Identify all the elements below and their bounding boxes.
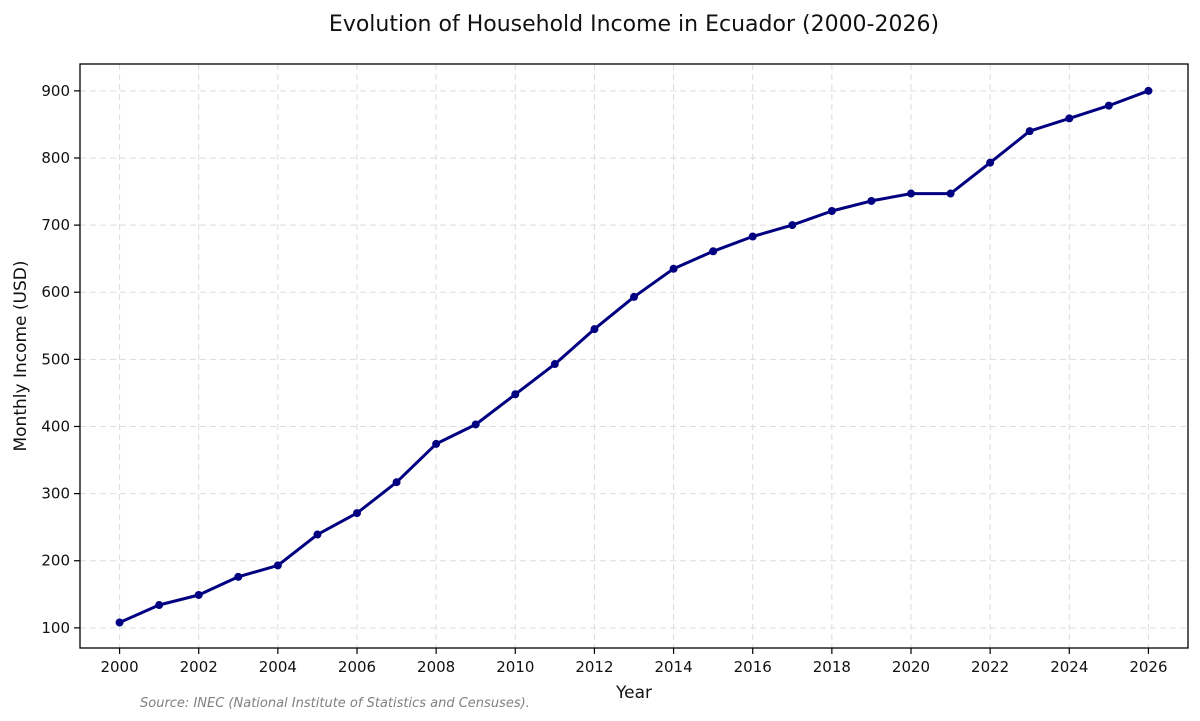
data-point-2008: [432, 439, 441, 448]
data-point-2000: [115, 618, 124, 627]
y-tick-label: 200: [41, 552, 70, 570]
data-point-2016: [748, 232, 757, 241]
data-point-2026: [1144, 86, 1153, 95]
y-tick-label: 800: [41, 149, 70, 167]
data-point-2021: [946, 189, 955, 198]
x-axis-label: Year: [615, 683, 652, 703]
data-point-2011: [550, 360, 559, 369]
chart-title: Evolution of Household Income in Ecuador…: [329, 12, 939, 37]
y-tick-label: 400: [41, 417, 70, 435]
x-tick-label: 2016: [734, 658, 772, 676]
data-point-2018: [827, 207, 836, 216]
y-tick-label: 300: [41, 485, 70, 503]
y-tick-label: 600: [41, 283, 70, 301]
y-tick-label: 700: [41, 216, 70, 234]
plot-frame: [79, 63, 1189, 649]
series-line-household-income: [118, 89, 1150, 624]
data-point-2012: [590, 325, 599, 334]
x-axis: 2000 2002 2004 2006 2008 2010 2012 2014 2016 2018…: [100, 648, 1168, 676]
data-point-2009: [471, 420, 480, 429]
data-point-2019: [867, 196, 876, 205]
data-point-2024: [1065, 114, 1074, 123]
x-tick-label: 2010: [496, 658, 534, 676]
source-note: Source: INEC (National Institute of Stat…: [140, 696, 530, 711]
x-tick-label: 2024: [1050, 658, 1088, 676]
x-tick-label: 2002: [180, 658, 218, 676]
data-point-2002: [194, 590, 203, 599]
x-tick-label: 2006: [338, 658, 376, 676]
data-point-2022: [986, 158, 995, 167]
data-point-2001: [155, 601, 164, 610]
data-point-2014: [669, 264, 678, 273]
y-tick-label: 500: [41, 350, 70, 368]
data-point-2007: [392, 478, 401, 487]
y-tick-label: 900: [41, 82, 70, 100]
data-point-2015: [709, 247, 718, 256]
x-tick-label: 2026: [1129, 658, 1167, 676]
x-tick-label: 2008: [417, 658, 455, 676]
y-axis: 100 200 300 400 500 600 700 800 900: [41, 82, 80, 637]
y-axis-label: Monthly Income (USD): [11, 260, 31, 451]
data-point-2004: [273, 561, 282, 570]
grid-lines: [80, 64, 1188, 648]
x-tick-label: 2004: [259, 658, 297, 676]
data-point-2003: [234, 572, 243, 581]
data-point-2017: [788, 221, 797, 230]
data-points: [115, 86, 1153, 627]
x-tick-label: 2018: [813, 658, 851, 676]
data-point-2025: [1104, 101, 1113, 110]
data-point-2013: [630, 292, 638, 301]
data-point-2020: [907, 189, 915, 198]
x-tick-label: 2012: [575, 658, 613, 676]
y-tick-label: 100: [41, 619, 70, 637]
x-tick-label: 2020: [892, 658, 930, 676]
data-point-2023: [1025, 127, 1034, 136]
x-tick-label: 2014: [654, 658, 692, 676]
data-point-2006: [353, 509, 361, 518]
x-tick-label: 2000: [100, 658, 138, 676]
x-tick-label: 2022: [971, 658, 1009, 676]
data-point-2010: [511, 390, 520, 399]
data-point-2005: [313, 530, 322, 539]
